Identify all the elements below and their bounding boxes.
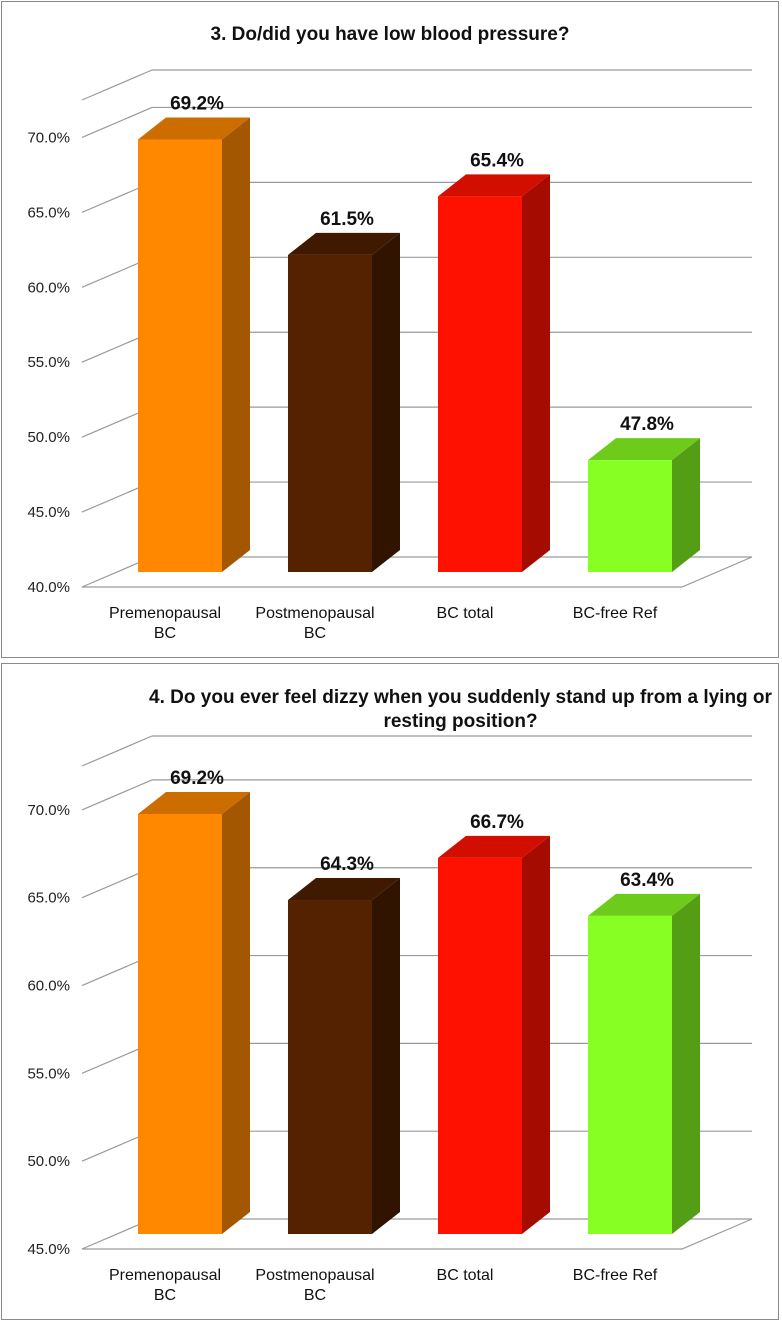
bar-front xyxy=(588,460,672,572)
bar-side xyxy=(222,791,250,1234)
bar-side xyxy=(672,438,700,572)
data-label: 66.7% xyxy=(470,812,524,833)
y-tick-label: 65.0% xyxy=(27,204,70,221)
y-tick-label: 45.0% xyxy=(27,1241,70,1258)
y-tick-label: 45.0% xyxy=(27,504,70,521)
bar-front xyxy=(438,857,522,1234)
chart-floor xyxy=(81,1218,753,1250)
bars: 69.2% 61.5% 65.4% 47.8% xyxy=(138,93,700,573)
bar-top xyxy=(138,791,250,814)
bar-3: 65.4% xyxy=(438,150,550,573)
bar-top xyxy=(588,438,700,461)
data-label: 69.2% xyxy=(170,768,224,789)
chart-panel-low-blood-pressure: 3. Do/did you have low blood pressure? 4… xyxy=(1,1,779,658)
bar-top xyxy=(288,232,400,255)
bar-top xyxy=(288,878,400,901)
x-axis-categories: Premenopausal BC Postmenopausal BC BC total B… xyxy=(109,605,658,642)
y-axis-ticks: 40.0% 45.0% 50.0% 55.0% 60.0% 65.0% 70.0% xyxy=(27,129,70,596)
bar-side xyxy=(522,835,550,1234)
gridline-side xyxy=(81,779,153,811)
y-tick-label: 50.0% xyxy=(27,1153,70,1170)
bar-top xyxy=(438,174,550,197)
gridline-top-side xyxy=(81,735,153,767)
data-label: 65.4% xyxy=(470,150,524,171)
y-tick-label: 60.0% xyxy=(27,978,70,995)
bar-side xyxy=(672,893,700,1234)
bar-side xyxy=(222,117,250,573)
y-tick-label: 60.0% xyxy=(27,279,70,296)
category-label-line: Postmenopausal xyxy=(255,605,374,622)
category-label: Postmenopausal BC xyxy=(255,605,374,642)
category-label: BC total xyxy=(437,605,494,622)
data-label: 64.3% xyxy=(320,854,374,875)
bar-side xyxy=(522,174,550,573)
bars: 69.2% 64.3% 66.7% 63.4% xyxy=(138,768,700,1234)
data-label: 61.5% xyxy=(320,209,374,230)
category-label-line: Premenopausal xyxy=(109,605,221,622)
category-label-line: Postmenopausal xyxy=(255,1267,374,1284)
data-label: 63.4% xyxy=(620,870,674,891)
category-label-line: BC-free Ref xyxy=(573,1267,658,1284)
category-label: BC-free Ref xyxy=(573,605,658,622)
bar-1: 69.2% xyxy=(138,768,250,1234)
category-label-line: BC xyxy=(154,625,176,642)
y-tick-label: 50.0% xyxy=(27,429,70,446)
bar-top xyxy=(138,117,250,140)
y-tick-label: 40.0% xyxy=(27,579,70,596)
bar-3: 66.7% xyxy=(438,812,550,1234)
bar-4: 47.8% xyxy=(588,414,700,572)
bar-chart-dizziness: 45.0% 50.0% 55.0% 60.0% 65.0% 70.0% 69.2% 64.3%… xyxy=(27,735,753,1304)
chart-panel-dizziness: 4. Do you ever feel dizzy when you sudde… xyxy=(1,663,779,1320)
chart-title: 3. Do/did you have low blood pressure? xyxy=(210,24,570,45)
x-axis-categories: Premenopausal BC Postmenopausal BC BC total B… xyxy=(109,1267,658,1304)
bar-2: 61.5% xyxy=(288,209,400,573)
chart-title: 4. Do you ever feel dizzy when you sudde… xyxy=(149,687,772,732)
bar-front xyxy=(588,915,672,1234)
category-label: Premenopausal BC xyxy=(109,605,221,642)
y-tick-label: 70.0% xyxy=(27,802,70,819)
category-label-line: BC-free Ref xyxy=(573,605,658,622)
bar-front xyxy=(288,900,372,1234)
bar-4: 63.4% xyxy=(588,870,700,1234)
gridline-side xyxy=(81,106,153,139)
y-tick-label: 70.0% xyxy=(27,129,70,146)
category-label-line: BC total xyxy=(437,605,494,622)
bar-front xyxy=(138,139,222,573)
category-label: Premenopausal BC xyxy=(109,1267,221,1304)
category-label: BC-free Ref xyxy=(573,1267,658,1284)
y-tick-label: 55.0% xyxy=(27,354,70,371)
category-label: Postmenopausal BC xyxy=(255,1267,374,1304)
chart-floor xyxy=(81,556,753,588)
bar-1: 69.2% xyxy=(138,93,250,573)
y-axis-ticks: 45.0% 50.0% 55.0% 60.0% 65.0% 70.0% xyxy=(27,802,70,1258)
category-label-line: BC xyxy=(304,625,326,642)
y-tick-label: 55.0% xyxy=(27,1065,70,1082)
gridline-top-side xyxy=(81,69,153,101)
bar-front xyxy=(438,196,522,573)
category-label-line: BC xyxy=(304,1287,326,1304)
data-label: 69.2% xyxy=(170,93,224,114)
bar-front xyxy=(288,254,372,573)
y-tick-label: 65.0% xyxy=(27,890,70,907)
bar-side xyxy=(372,232,400,573)
category-label-line: BC total xyxy=(437,1267,494,1284)
bar-top xyxy=(588,893,700,916)
category-label: BC total xyxy=(437,1267,494,1284)
bar-front xyxy=(138,813,222,1234)
bar-chart-low-blood-pressure: 40.0% 45.0% 50.0% 55.0% 60.0% 65.0% 70.0% 69.2%… xyxy=(27,69,753,642)
bar-side xyxy=(372,878,400,1234)
category-label-line: Premenopausal xyxy=(109,1267,221,1284)
gridlines xyxy=(81,69,753,588)
bar-2: 64.3% xyxy=(288,854,400,1234)
data-label: 47.8% xyxy=(620,414,674,435)
bar-top xyxy=(438,835,550,858)
category-label-line: BC xyxy=(154,1287,176,1304)
